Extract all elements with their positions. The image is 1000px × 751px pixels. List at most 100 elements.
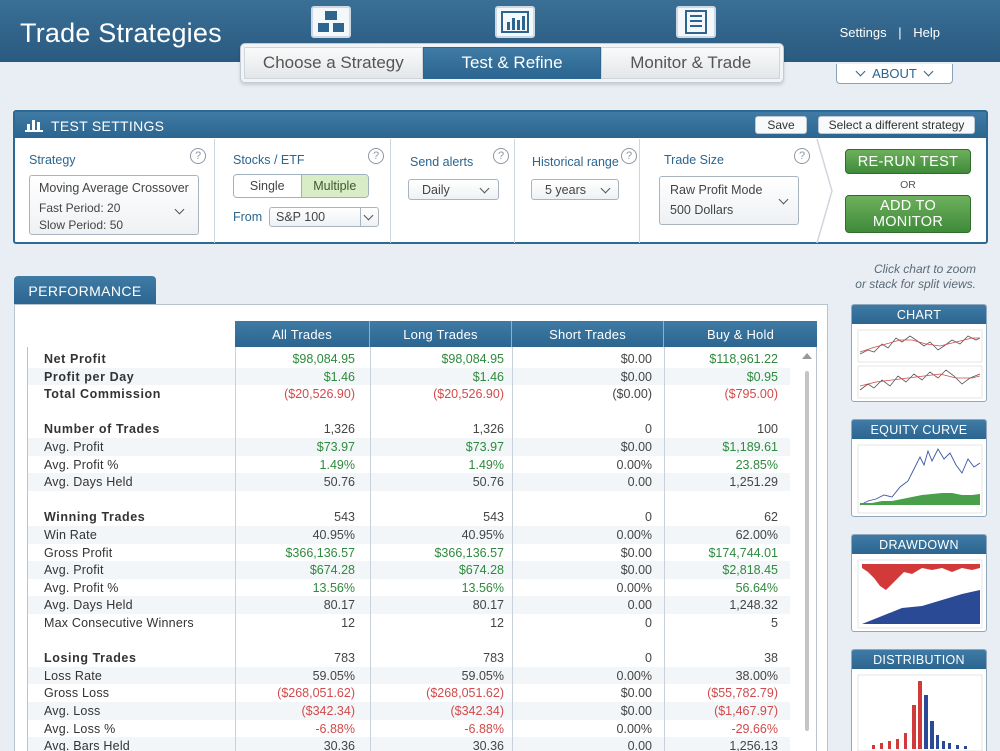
row-value: $174,744.01: [708, 545, 778, 560]
select-different-strategy-button[interactable]: Select a different strategy: [818, 116, 975, 134]
table-row: Net Profit $98,084.95 $98,084.95 $0.00 $118,…: [28, 350, 790, 368]
slow-period: Slow Period: 50: [39, 218, 124, 232]
trade-size-label: Trade Size: [664, 153, 724, 167]
table-row: Avg. Profit % 1.49% 1.49% 0.00% 23.85%: [28, 456, 790, 474]
row-value: $366,136.57: [285, 545, 355, 560]
save-button[interactable]: Save: [755, 116, 807, 134]
scroll-thumb[interactable]: [805, 371, 809, 731]
row-value: 80.17: [472, 598, 504, 613]
col-buy-hold: Buy & Hold: [664, 321, 817, 347]
alerts-select[interactable]: Daily: [408, 179, 499, 200]
help-icon[interactable]: ?: [493, 148, 509, 164]
table-row: Gross Loss ($268,051.62) ($268,051.62) $0.0…: [28, 684, 790, 702]
main-tabs: Choose a Strategy Test & Refine Monitor …: [240, 43, 784, 83]
row-value: 0: [645, 651, 652, 666]
row-value: 0.00%: [616, 668, 652, 683]
row-value: 0.00%: [616, 721, 652, 736]
row-label: Win Rate: [44, 528, 98, 542]
row-label: Avg. Profit: [44, 440, 104, 454]
single-option[interactable]: Single: [234, 175, 301, 197]
row-value: ($342.34): [301, 704, 355, 718]
row-value: $674.28: [458, 563, 504, 578]
table-row: Avg. Profit $674.28 $674.28 $0.00 $2,818.45: [28, 561, 790, 579]
trade-size-mode: Raw Profit Mode: [670, 183, 763, 197]
row-value: 30.36: [323, 739, 355, 751]
table-scrollbar[interactable]: [797, 347, 816, 751]
help-icon[interactable]: ?: [190, 148, 206, 164]
chart-hint-line-1: Click chart to zoom: [873, 262, 976, 276]
strategy-step-icon[interactable]: [311, 6, 351, 38]
tab-monitor-trade[interactable]: Monitor & Trade: [601, 47, 781, 79]
arrow-divider: [816, 139, 833, 243]
row-value: $0.00: [620, 369, 652, 384]
help-icon[interactable]: ?: [621, 148, 637, 164]
bar-chart-icon: [25, 120, 43, 132]
chevron-down-icon: [174, 204, 185, 215]
row-value: $0.95: [746, 369, 778, 384]
row-value: 5: [771, 616, 778, 630]
help-icon[interactable]: ?: [794, 148, 810, 164]
help-link[interactable]: Help: [913, 25, 940, 40]
range-select[interactable]: 5 years: [531, 179, 619, 200]
chevron-down-icon: [363, 210, 374, 221]
row-value: 543: [334, 510, 355, 525]
strategy-select[interactable]: Moving Average Crossover Fast Period: 20…: [29, 175, 199, 235]
help-icon[interactable]: ?: [368, 148, 384, 164]
distribution-thumbnail[interactable]: DISTRIBUTION: [851, 649, 987, 751]
tab-test-refine[interactable]: Test & Refine: [422, 47, 602, 79]
spacer-row: [28, 403, 790, 421]
distribution-thumbnail-title: DISTRIBUTION: [852, 650, 986, 669]
row-label: Avg. Bars Held: [44, 739, 130, 751]
test-step-icon[interactable]: [495, 6, 535, 38]
from-select[interactable]: S&P 100: [269, 207, 379, 227]
row-label: Avg. Days Held: [44, 475, 133, 490]
row-value: 1,256.13: [729, 739, 778, 751]
rerun-test-button[interactable]: RE-RUN TEST: [845, 149, 971, 174]
chevron-down-icon: [479, 183, 490, 194]
about-label: ABOUT: [872, 66, 917, 81]
chevron-down-icon: [855, 66, 866, 77]
monitor-step-icon[interactable]: [676, 6, 716, 38]
from-value: S&P 100: [276, 210, 326, 224]
row-value: $366,136.57: [434, 545, 504, 560]
row-label: Avg. Profit %: [44, 457, 119, 472]
row-label: Avg. Days Held: [44, 598, 133, 613]
row-label: Net Profit: [44, 352, 107, 366]
row-value: $73.97: [316, 440, 355, 454]
row-value: 40.95%: [461, 528, 504, 542]
tab-choose-strategy[interactable]: Choose a Strategy: [244, 47, 423, 79]
chart-hint: Click chart to zoom or stack for split v…: [846, 262, 976, 292]
equity-curve-thumbnail[interactable]: EQUITY CURVE: [851, 419, 987, 517]
scroll-up-icon[interactable]: [802, 353, 812, 359]
row-value: 13.56%: [461, 580, 504, 595]
row-value: 59.05%: [312, 668, 355, 683]
multiple-option[interactable]: Multiple: [300, 175, 368, 197]
row-value: 543: [483, 510, 504, 525]
row-value: 0: [645, 510, 652, 525]
row-label: Losing Trades: [44, 651, 137, 666]
chart-thumbnail[interactable]: CHART: [851, 304, 987, 402]
alerts-value: Daily: [422, 183, 450, 197]
drawdown-thumbnail[interactable]: DRAWDOWN: [851, 534, 987, 632]
row-value: 62: [764, 510, 778, 525]
row-value: ($0.00): [612, 387, 652, 402]
row-value: 0.00%: [616, 457, 652, 472]
row-value: 13.56%: [312, 580, 355, 595]
settings-link[interactable]: Settings: [839, 25, 887, 40]
chevron-down-icon: [923, 66, 934, 77]
row-value: 1.49%: [468, 457, 504, 472]
tab-performance[interactable]: PERFORMANCE: [14, 276, 156, 305]
row-label: Gross Profit: [44, 545, 113, 560]
stocks-section: Stocks / ETF ? Single Multiple From S&P …: [215, 139, 391, 243]
or-label: OR: [900, 179, 916, 191]
about-button[interactable]: ABOUT: [836, 64, 953, 84]
row-value: 783: [483, 651, 504, 666]
from-label: From: [233, 210, 263, 224]
trade-size-select[interactable]: Raw Profit Mode 500 Dollars: [659, 176, 799, 225]
strategy-section: Strategy ? Moving Average Crossover Fast…: [15, 139, 215, 243]
alerts-section: Send alerts ? Daily: [391, 139, 515, 243]
add-to-monitor-button[interactable]: ADD TO MONITOR: [845, 195, 971, 233]
table-row: Number of Trades 1,326 1,326 0 100: [28, 420, 790, 438]
row-value: ($268,051.62): [426, 686, 504, 701]
row-value: $98,084.95: [441, 352, 504, 366]
